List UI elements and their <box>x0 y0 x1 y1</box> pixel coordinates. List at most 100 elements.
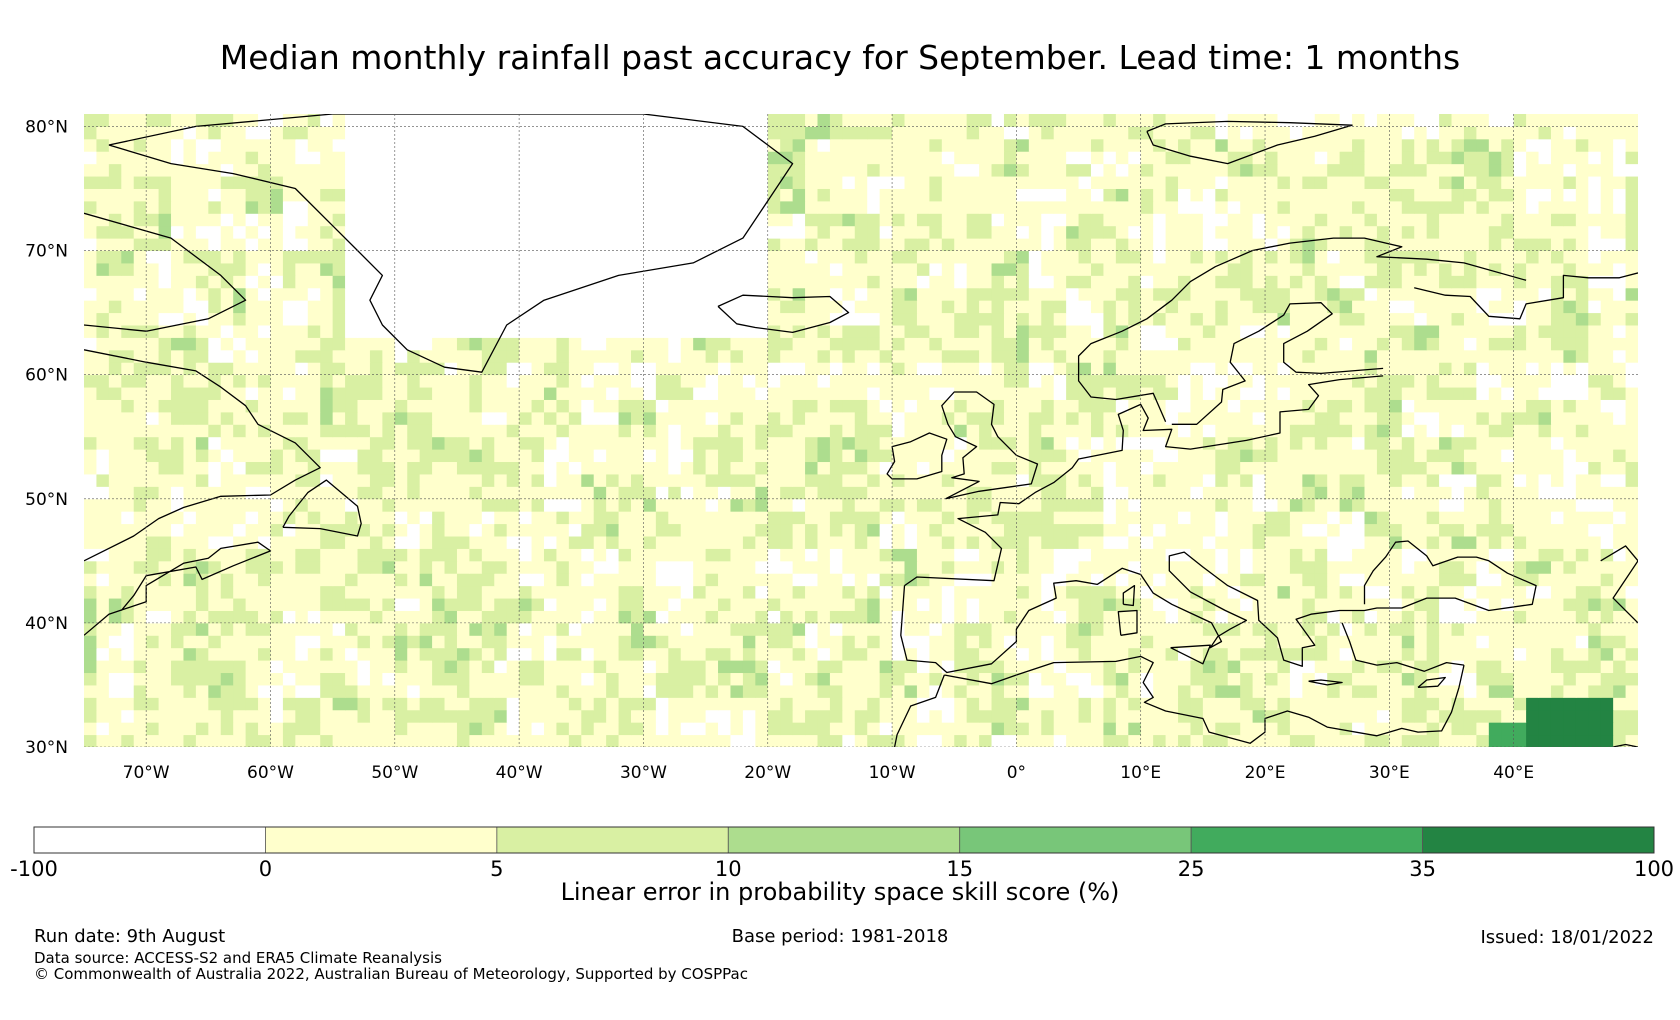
grid-cell <box>767 411 781 425</box>
grid-cell <box>581 635 595 649</box>
grid-cell <box>929 660 943 674</box>
grid-cell <box>929 709 943 723</box>
grid-cell <box>730 287 744 301</box>
grid-cell <box>1190 325 1204 338</box>
grid-cell <box>581 684 595 698</box>
grid-cell <box>382 387 396 400</box>
grid-cell <box>307 424 321 438</box>
grid-cell <box>1078 647 1092 661</box>
grid-cell <box>444 598 458 611</box>
grid-cell <box>693 697 707 711</box>
grid-cell <box>718 362 731 376</box>
grid-cell <box>208 635 222 649</box>
grid-cell <box>1513 411 1527 425</box>
grid-cell <box>668 312 682 326</box>
grid-cell <box>817 325 831 338</box>
grid-cell <box>742 709 756 723</box>
grid-cell <box>718 399 731 413</box>
grid-cell <box>1265 722 1278 736</box>
grid-cell <box>767 598 781 611</box>
grid-cell <box>320 312 334 326</box>
grid-cell <box>1103 523 1117 537</box>
grid-cell <box>1339 598 1353 611</box>
grid-cell <box>1053 560 1067 574</box>
grid-cell <box>531 622 545 636</box>
grid-cell <box>730 560 744 574</box>
grid-cell <box>718 424 731 438</box>
grid-cell <box>1178 598 1191 611</box>
grid-cell <box>581 436 595 450</box>
grid-cell <box>1078 672 1092 686</box>
grid-cell <box>1066 349 1080 363</box>
grid-cell <box>1463 498 1477 512</box>
grid-cell <box>494 411 508 425</box>
grid-cell <box>879 374 893 388</box>
grid-cell <box>1414 337 1428 351</box>
grid-cell <box>282 387 296 400</box>
grid-cell <box>1202 523 1216 537</box>
grid-cell <box>1339 461 1353 475</box>
grid-cell <box>1078 709 1092 723</box>
grid-cell <box>805 610 818 624</box>
grid-cell <box>183 635 197 649</box>
grid-cell <box>121 647 135 661</box>
grid-cell <box>519 697 533 711</box>
grid-cell <box>1277 424 1291 438</box>
grid-cell <box>817 536 831 549</box>
grid-cell <box>1078 684 1092 698</box>
grid-cell <box>1327 287 1341 301</box>
grid-cell <box>817 337 831 351</box>
grid-cell <box>146 523 160 537</box>
grid-cell <box>456 300 470 314</box>
grid-cell <box>755 622 769 636</box>
grid-cell <box>320 573 334 587</box>
grid-cell <box>382 709 396 723</box>
grid-cell <box>208 424 222 438</box>
grid-cell <box>1376 262 1390 276</box>
grid-cell <box>270 300 284 314</box>
grid-cell <box>1115 548 1129 562</box>
grid-cell <box>282 349 296 363</box>
grid-cell <box>1463 585 1477 599</box>
grid-cell <box>108 635 122 649</box>
grid-cell <box>631 573 644 587</box>
grid-cell <box>1526 548 1540 562</box>
grid-cell <box>1401 585 1415 599</box>
grid-cell <box>1476 672 1490 686</box>
grid-cell <box>1140 374 1154 388</box>
grid-cell <box>1165 610 1179 624</box>
grid-cell <box>481 399 495 413</box>
grid-cell <box>444 684 458 698</box>
grid-cell <box>531 709 545 723</box>
grid-cell <box>1439 300 1453 314</box>
grid-cell <box>718 660 731 674</box>
grid-cell <box>1078 697 1092 711</box>
grid-cell <box>146 387 160 400</box>
grid-cell <box>146 473 160 487</box>
grid-cell <box>1202 399 1216 413</box>
grid-cell <box>96 722 110 736</box>
grid-cell <box>655 275 669 289</box>
grid-cell <box>892 734 906 747</box>
grid-cell <box>556 374 570 388</box>
grid-cell <box>407 498 421 512</box>
grid-cell <box>718 598 731 611</box>
grid-cell <box>1178 411 1191 425</box>
grid-cell <box>954 312 968 326</box>
grid-cell <box>1202 300 1216 314</box>
grid-cell <box>146 585 160 599</box>
grid-cell <box>1215 548 1229 562</box>
grid-cell <box>606 287 620 301</box>
grid-cell <box>1115 362 1129 376</box>
grid-cell <box>705 262 719 276</box>
grid-cell <box>444 325 458 338</box>
grid-cell <box>1352 424 1365 438</box>
grid-cell <box>357 461 371 475</box>
grid-cell <box>1501 709 1515 723</box>
grid-cell <box>1476 325 1490 338</box>
grid-cell <box>1003 449 1017 463</box>
grid-cell <box>1414 300 1428 314</box>
grid-cell <box>270 387 284 400</box>
grid-cell <box>829 300 843 314</box>
grid-cell <box>1625 325 1638 338</box>
